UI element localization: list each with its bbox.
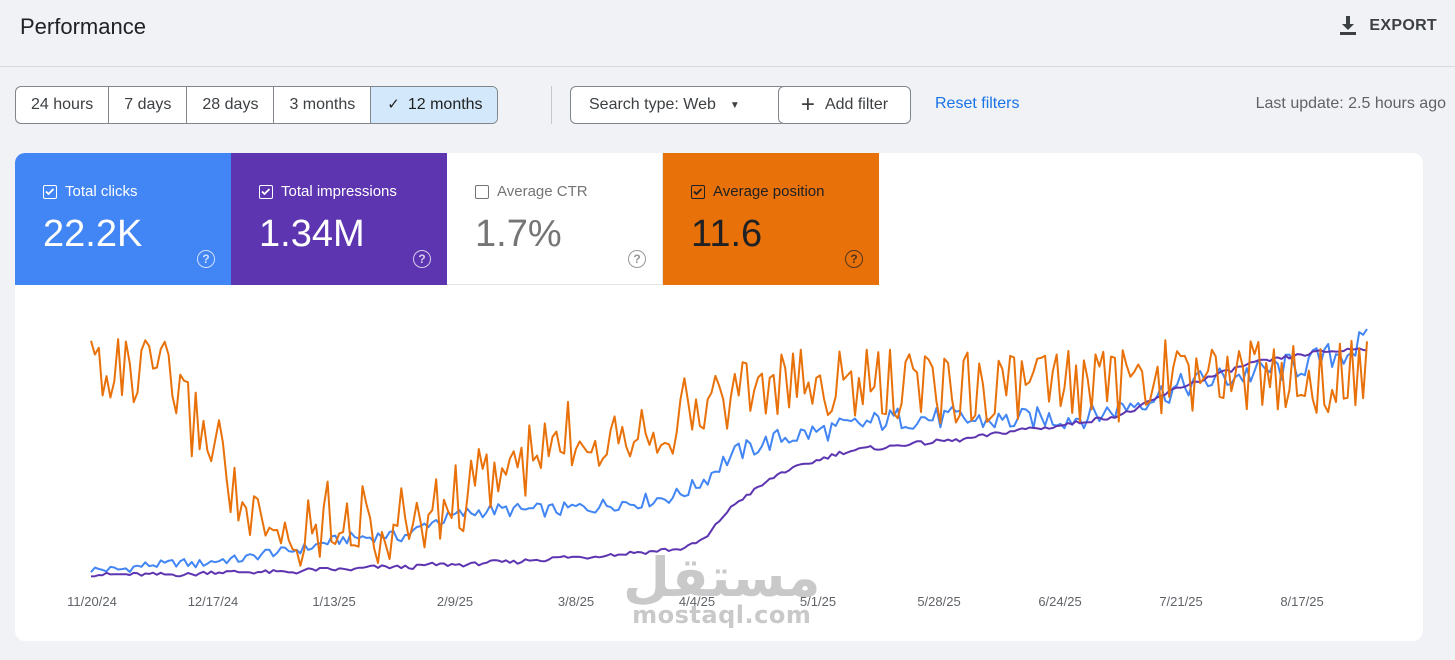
range-12-months-label: 12 months	[407, 96, 483, 113]
x-tick-label: 5/28/25	[917, 594, 960, 609]
watermark-arabic: مستقل	[623, 546, 821, 609]
help-icon[interactable]: ?	[413, 250, 431, 268]
x-tick-label: 1/13/25	[312, 594, 355, 609]
page-header: Performance EXPORT	[0, 0, 1455, 67]
metric-average-ctr[interactable]: Average CTR 1.7% ?	[447, 153, 663, 285]
help-icon[interactable]: ?	[197, 250, 215, 268]
toolbar-divider	[551, 86, 552, 124]
caret-down-icon: ▼	[729, 99, 740, 111]
x-tick-label: 8/17/25	[1280, 594, 1323, 609]
metric-value: 1.34M	[259, 213, 365, 255]
x-tick-label: 4/4/25	[679, 594, 715, 609]
metric-total-impressions[interactable]: Total impressions 1.34M ?	[231, 153, 447, 285]
help-icon[interactable]: ?	[845, 250, 863, 268]
add-filter-button[interactable]: + Add filter	[778, 86, 911, 124]
metric-label: Total clicks	[65, 183, 138, 200]
watermark-latin: mostaql.com	[632, 601, 812, 629]
metric-value: 11.6	[691, 213, 763, 255]
checkbox-checked-icon	[691, 184, 705, 199]
series-line-average-position	[90, 338, 1368, 567]
checkbox-checked-icon	[43, 184, 57, 199]
watermark-logo: مستقل mostaql.com	[623, 546, 821, 630]
metric-label: Total impressions	[281, 183, 397, 200]
filter-toolbar: 24 hours 7 days 28 days 3 months ✓ 12 mon…	[15, 86, 1455, 124]
metric-value: 1.7%	[475, 213, 562, 255]
x-tick-label: 11/20/24	[67, 594, 117, 609]
range-12-months[interactable]: ✓ 12 months	[371, 87, 497, 123]
add-filter-label: Add filter	[824, 96, 889, 113]
series-line-total-impressions	[90, 347, 1368, 578]
metric-average-position[interactable]: Average position 11.6 ?	[663, 153, 879, 285]
metric-value: 22.2K	[43, 213, 143, 255]
x-tick-label: 5/1/25	[800, 594, 836, 609]
export-button[interactable]: EXPORT	[1339, 16, 1437, 36]
x-tick-label: 7/21/25	[1159, 594, 1202, 609]
x-tick-label: 2/9/25	[437, 594, 473, 609]
search-type-dropdown[interactable]: Search type: Web ▼	[570, 86, 787, 124]
check-icon: ✓	[387, 96, 400, 113]
range-7-days[interactable]: 7 days	[109, 87, 188, 123]
x-tick-label: 3/8/25	[558, 594, 594, 609]
metric-label: Average CTR	[497, 183, 588, 200]
metric-label: Average position	[713, 183, 825, 200]
performance-chart: 11/20/24 12/17/24 1/13/25 2/9/25 3/8/25 4/4/2…	[67, 328, 1368, 609]
help-icon[interactable]: ?	[628, 250, 646, 268]
performance-card: 11/20/24 12/17/24 1/13/25 2/9/25 3/8/25 4/4/2…	[15, 153, 1423, 641]
last-update-text: Last update: 2.5 hours ago	[1255, 95, 1446, 112]
page-title: Performance	[20, 14, 146, 39]
export-label: EXPORT	[1369, 17, 1437, 34]
range-24-hours[interactable]: 24 hours	[16, 87, 110, 123]
date-range-selector: 24 hours 7 days 28 days 3 months ✓ 12 mon…	[15, 86, 498, 124]
reset-filters-link[interactable]: Reset filters	[935, 95, 1020, 112]
x-tick-label: 12/17/24	[188, 594, 239, 609]
download-icon	[1340, 16, 1357, 35]
range-3-months[interactable]: 3 months	[274, 87, 372, 123]
search-type-label: Search type: Web	[589, 96, 716, 113]
checkbox-unchecked-icon	[475, 184, 489, 199]
metric-total-clicks[interactable]: Total clicks 22.2K ?	[15, 153, 231, 285]
plus-icon: +	[800, 91, 815, 118]
x-tick-label: 6/24/25	[1038, 594, 1081, 609]
range-28-days[interactable]: 28 days	[187, 87, 275, 123]
checkbox-checked-icon	[259, 184, 273, 199]
